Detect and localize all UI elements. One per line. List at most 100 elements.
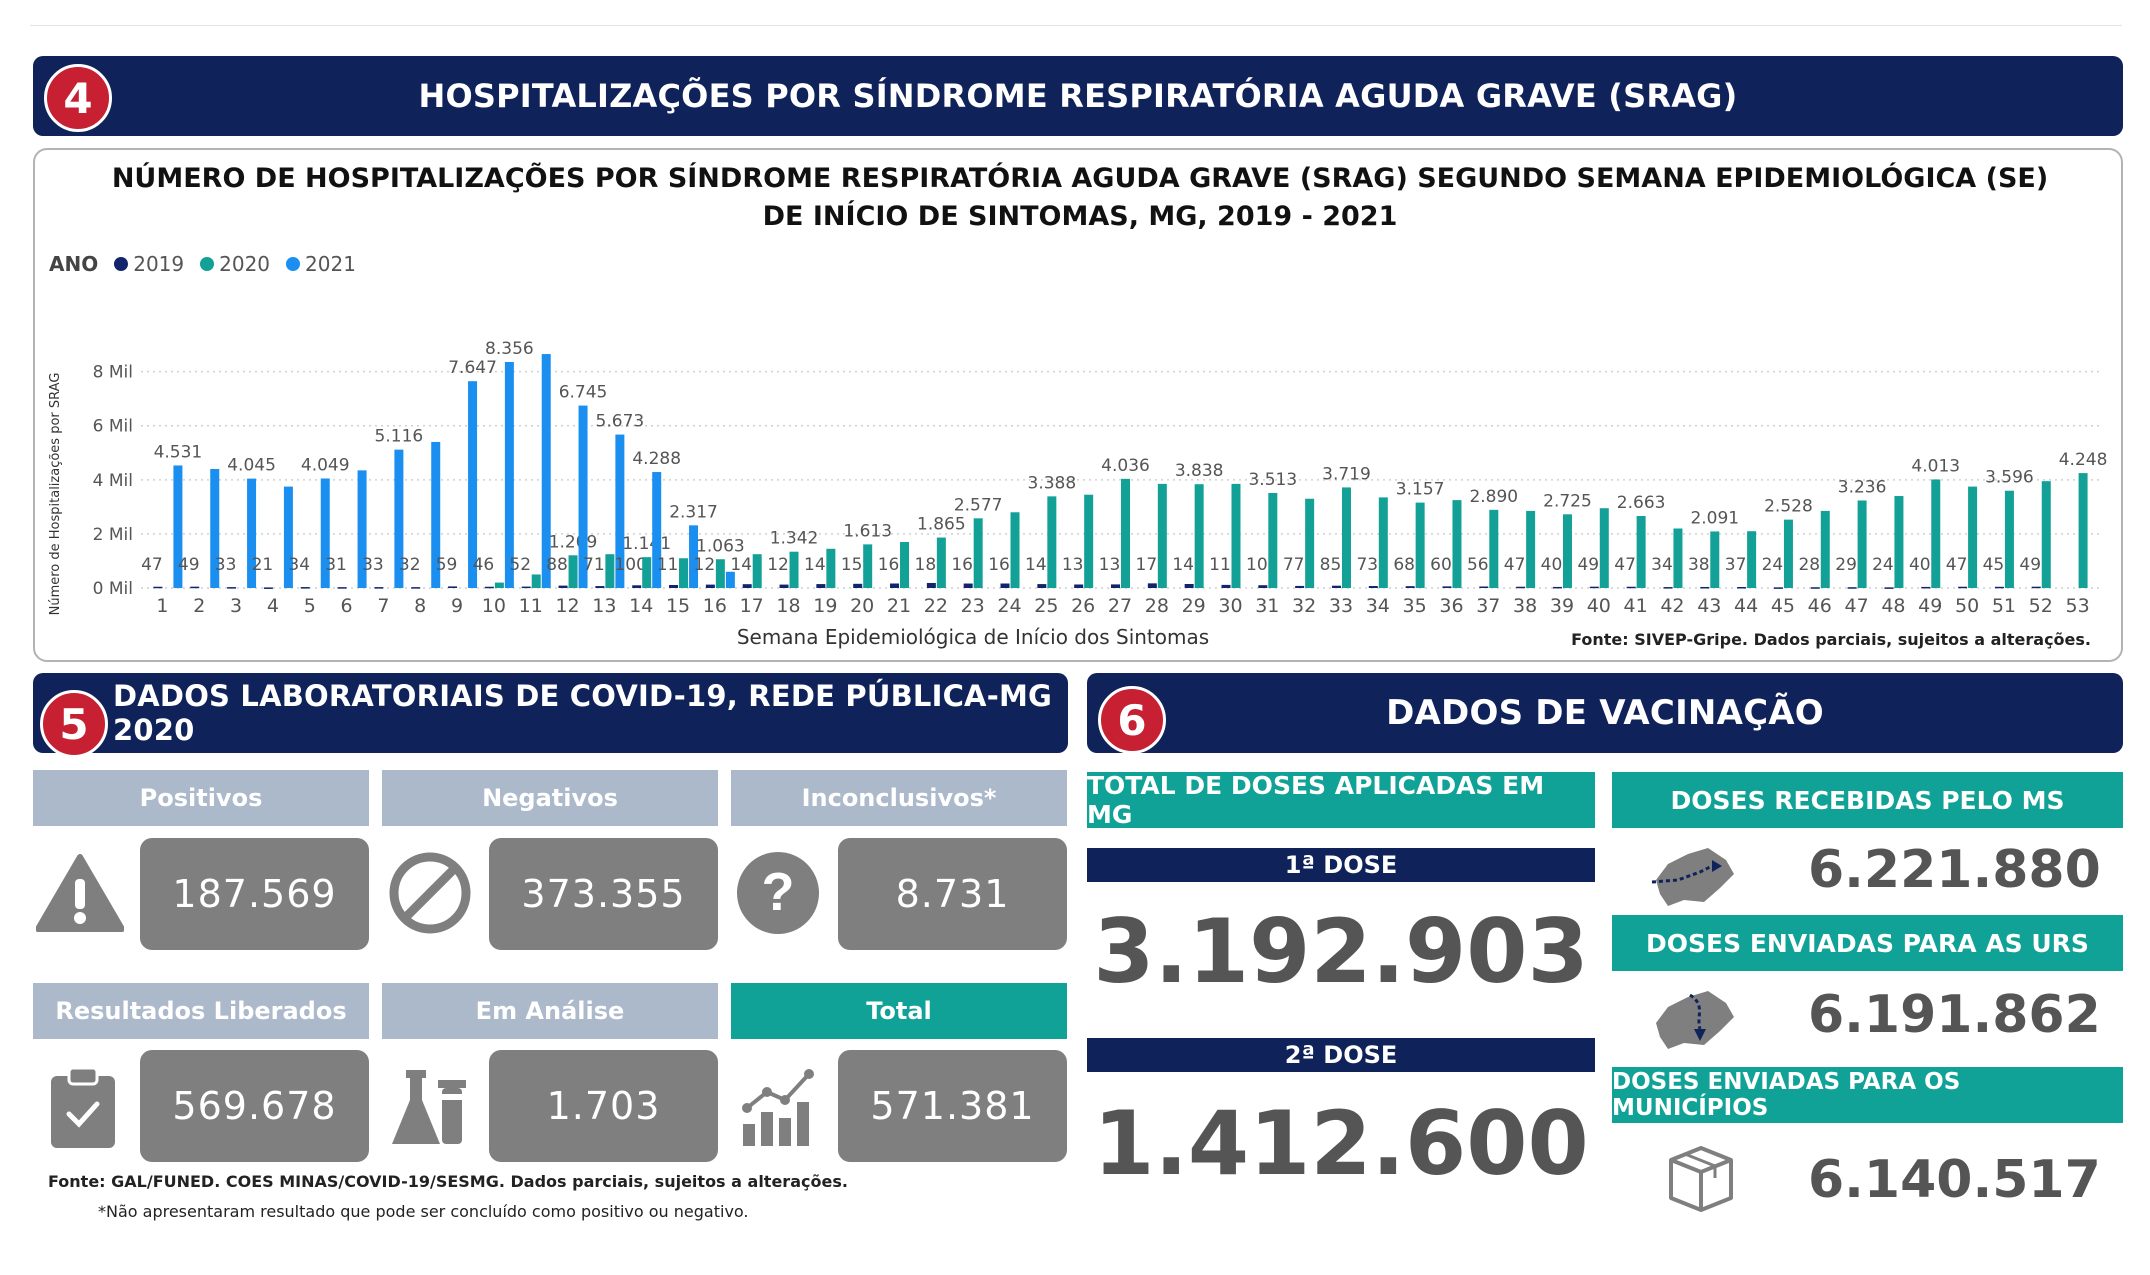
bar-2019 (1442, 586, 1452, 588)
data-label-2019: 16 (988, 555, 1010, 575)
x-tick-label: 15 (666, 595, 690, 617)
dose2-header: 2ª DOSE (1087, 1038, 1595, 1072)
bar-2019 (890, 583, 900, 588)
data-label-2020: 3.719 (1322, 464, 1371, 484)
srag-chart-panel: NÚMERO DE HOSPITALIZAÇÕES POR SÍNDROME R… (33, 148, 2123, 662)
lab-source: Fonte: GAL/FUNED. COES MINAS/COVID-19/SE… (48, 1172, 848, 1191)
legend-item-2021[interactable]: 2021 (286, 252, 356, 276)
x-axis-label: Semana Epidemiológica de Início dos Sint… (737, 625, 1209, 649)
data-label-2019: 12 (767, 555, 789, 575)
data-label-2021: 4.531 (154, 442, 203, 462)
bar-2020 (1636, 515, 1646, 588)
bar-2020 (936, 537, 946, 588)
data-label-2019: 33 (362, 555, 384, 575)
legend-item-2019[interactable]: 2019 (114, 252, 184, 276)
positivos-header: Positivos (33, 770, 369, 826)
bar-2021 (210, 469, 220, 588)
bar-2020 (863, 544, 873, 588)
negativos-value: 373.355 (489, 838, 718, 950)
chart-title: NÚMERO DE HOSPITALIZAÇÕES POR SÍNDROME R… (111, 163, 2049, 232)
bar-2020 (1341, 487, 1351, 588)
x-tick-label: 30 (1218, 595, 1242, 617)
data-label-2019: 11 (1209, 555, 1231, 575)
bar-2019 (669, 584, 679, 588)
data-label-2020: 2.528 (1764, 497, 1813, 517)
data-label-2020: 4.036 (1101, 456, 1150, 476)
total-doses-header: TOTAL DE DOSES APLICADAS EM MG (1087, 771, 1595, 829)
bar-2019 (1000, 583, 1010, 588)
data-label-2019: 16 (878, 555, 900, 575)
data-label-2019: 21 (252, 555, 274, 575)
bar-2019 (1405, 586, 1415, 588)
x-tick-label: 31 (1255, 595, 1279, 617)
data-label-2019: 15 (841, 555, 863, 575)
x-tick-label: 23 (961, 595, 985, 617)
data-label-2019: 37 (1725, 555, 1747, 575)
data-label-2020: 2.091 (1690, 508, 1739, 528)
data-label-2021: 6.745 (559, 383, 608, 403)
x-tick-label: 42 (1660, 595, 1684, 617)
x-tick-label: 6 (341, 595, 353, 617)
y-axis-label: Número de Hospitalizações por SRAG (48, 373, 63, 616)
data-label-2020: 3.838 (1175, 461, 1224, 481)
bar-2020 (568, 555, 578, 588)
liberados-header: Resultados Liberados (33, 983, 369, 1039)
bar-2019 (1295, 585, 1305, 588)
data-label-2019: 68 (1393, 555, 1415, 575)
data-label-2019: 17 (1136, 555, 1158, 575)
map-arrow-icon (1648, 842, 1738, 912)
bar-2020 (1047, 496, 1057, 588)
liberados-value: 569.678 (140, 1050, 369, 1162)
section4-badge: 4 (44, 64, 112, 132)
doses-urs-value: 6.191.862 (1808, 985, 2101, 1045)
bar-2019 (926, 582, 936, 588)
analise-value: 1.703 (489, 1050, 718, 1162)
data-label-2019: 88 (546, 555, 568, 575)
clipboard-icon (38, 1062, 128, 1152)
bar-2020 (605, 554, 615, 588)
bar-2019 (484, 586, 494, 589)
bar-2020 (1526, 510, 1536, 588)
x-tick-label: 4 (267, 595, 279, 617)
x-tick-label: 20 (850, 595, 874, 617)
x-tick-label: 12 (555, 595, 579, 617)
bar-2019 (1994, 586, 2004, 589)
data-label-2019: 60 (1430, 555, 1452, 575)
bar-2019 (1368, 586, 1378, 588)
data-label-2020: 4.248 (2059, 450, 2108, 470)
legend-dot-2019 (114, 257, 129, 271)
bar-2020 (1415, 502, 1425, 588)
bar-2020 (1783, 519, 1793, 588)
data-label-2019: 10 (1246, 555, 1268, 575)
bar-2019 (1589, 586, 1599, 589)
x-tick-label: 3 (230, 595, 242, 617)
bar-2019 (1884, 587, 1894, 589)
bar-2019 (521, 586, 531, 589)
growth-chart-icon (737, 1062, 827, 1152)
legend-title: ANO (49, 252, 99, 276)
section5-badge: 5 (40, 690, 108, 758)
data-label-2019: 29 (1835, 555, 1857, 575)
data-label-2020: 2.577 (954, 495, 1003, 515)
bar-2020 (1820, 510, 1830, 588)
bar-2019 (1921, 586, 1931, 589)
bar-2020 (1710, 531, 1720, 588)
data-label-2019: 18 (915, 555, 937, 575)
bar-2019 (2031, 586, 2041, 589)
x-tick-label: 27 (1108, 595, 1132, 617)
bar-2019 (853, 583, 863, 588)
data-label-2019: 77 (1283, 555, 1305, 575)
bar-2020 (1305, 498, 1315, 588)
bar-2021 (504, 362, 514, 588)
data-label-2020: 2.725 (1543, 491, 1592, 511)
data-label-2020: 3.513 (1248, 470, 1297, 490)
x-tick-label: 26 (1071, 595, 1095, 617)
bar-2020 (900, 542, 910, 588)
legend-item-2020[interactable]: 2020 (200, 252, 270, 276)
x-tick-label: 52 (2029, 595, 2053, 617)
data-label-2020: 1.209 (549, 532, 598, 552)
x-tick-label: 50 (1955, 595, 1979, 617)
bar-2019 (632, 585, 642, 588)
data-label-2019: 45 (1983, 555, 2005, 575)
x-tick-label: 29 (1182, 595, 1206, 617)
